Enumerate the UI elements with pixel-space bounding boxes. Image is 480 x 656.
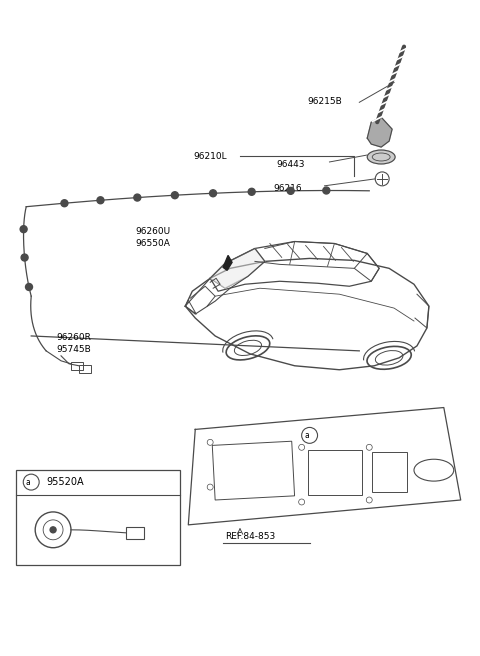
Text: 96550A: 96550A [136,239,170,248]
Text: 96260R: 96260R [56,333,91,342]
Circle shape [248,188,255,195]
Polygon shape [210,249,265,288]
Bar [126,527,144,539]
Circle shape [97,197,104,204]
Text: 96443: 96443 [277,161,305,169]
Circle shape [323,187,330,194]
Polygon shape [367,117,392,147]
Bar [71,362,83,370]
Bar [79,365,91,373]
Text: 95745B: 95745B [56,345,91,354]
Text: 96216: 96216 [274,184,302,194]
Text: 96215B: 96215B [308,97,342,106]
Bar [308,450,362,495]
Circle shape [61,199,68,207]
Bar [212,441,295,500]
Text: 95520A: 95520A [46,477,84,487]
Circle shape [287,188,294,194]
Circle shape [25,283,33,291]
Ellipse shape [367,150,395,164]
Circle shape [20,226,27,233]
Bar [16,470,180,565]
Text: a: a [304,431,309,440]
Circle shape [171,192,179,199]
Circle shape [21,254,28,261]
Circle shape [50,527,56,533]
Bar [372,452,407,492]
Circle shape [210,190,216,197]
Text: 96210L: 96210L [193,152,227,161]
Text: 96260U: 96260U [136,227,171,236]
Text: a: a [26,478,31,487]
Polygon shape [223,255,232,270]
Text: REF.84-853: REF.84-853 [225,532,276,541]
Circle shape [134,194,141,201]
